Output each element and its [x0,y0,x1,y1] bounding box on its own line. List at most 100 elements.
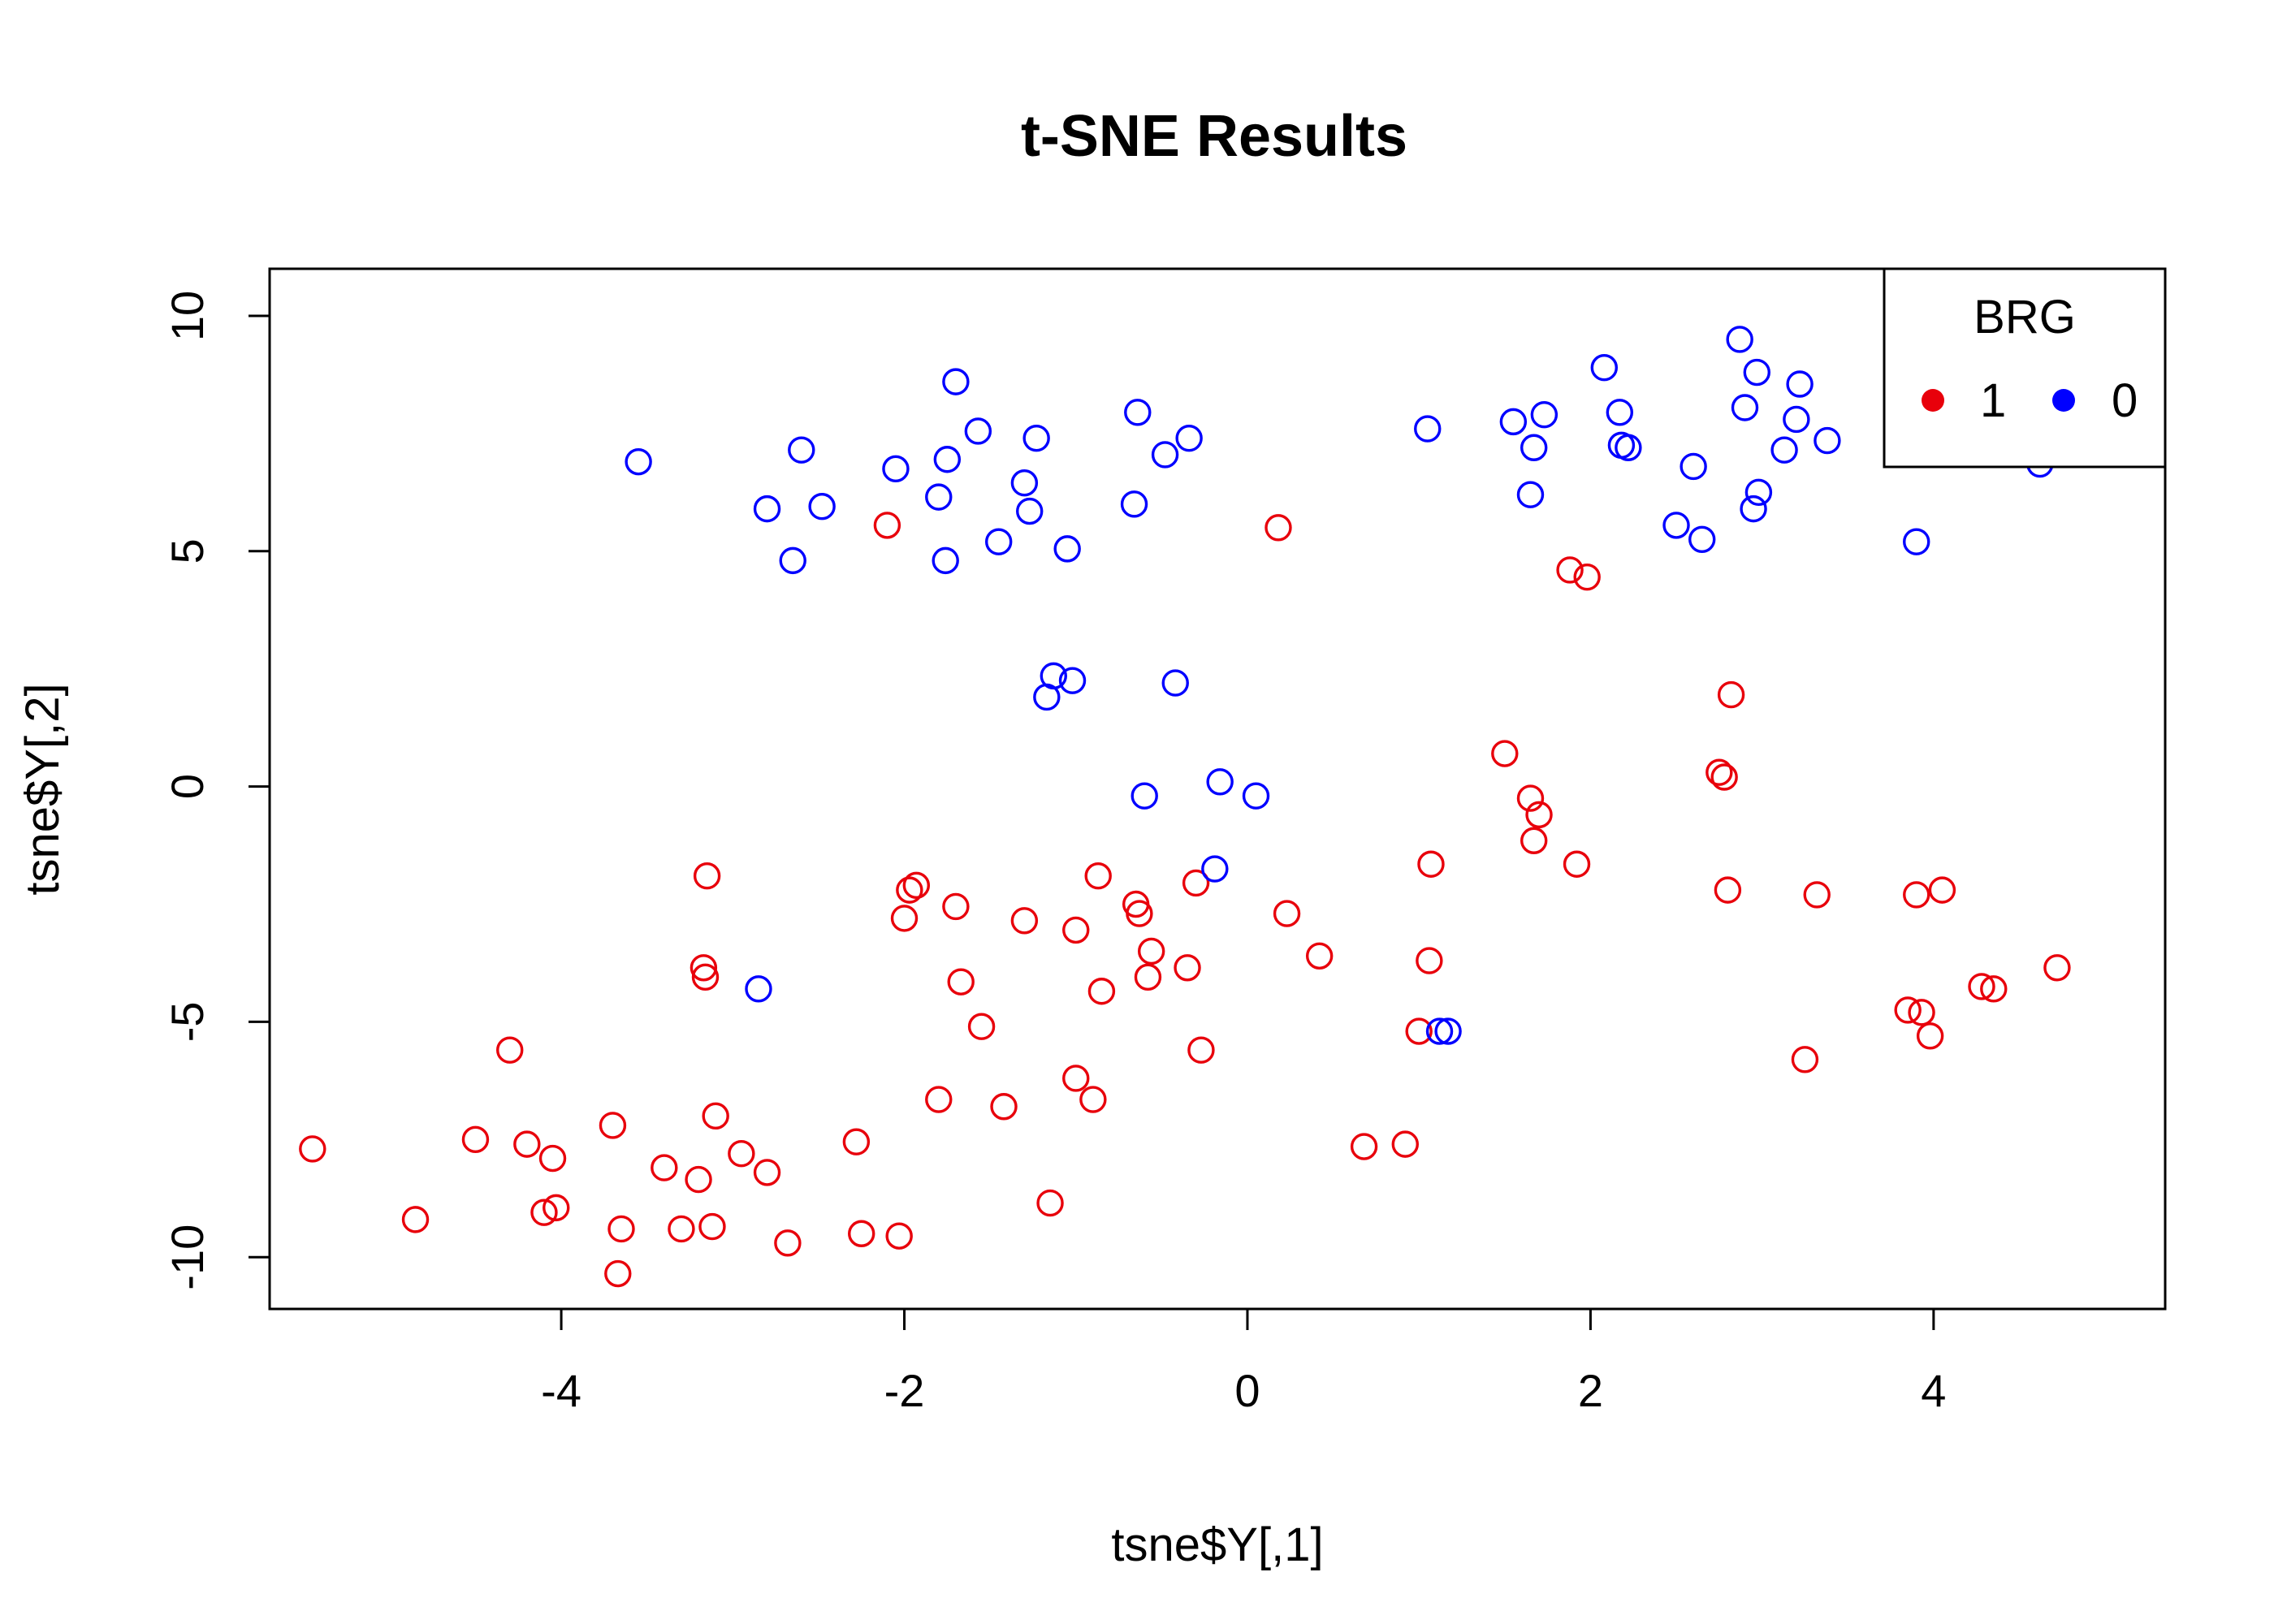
data-point-brg-1 [1516,784,1545,812]
data-point-brg-0 [1726,326,1753,353]
y-tick-label: 0 [162,774,213,799]
data-point-brg-0 [1740,495,1767,523]
data-point-brg-1 [902,871,931,900]
data-point-brg-0 [1161,669,1189,697]
x-tick-label: 4 [1921,1365,1946,1416]
data-point-brg-1 [942,892,970,921]
data-point-brg-1 [461,1125,490,1154]
data-point-brg-1 [1710,763,1738,791]
data-point-brg-1 [513,1130,541,1158]
data-point-brg-1 [607,1215,635,1243]
data-point-brg-1 [774,1229,802,1257]
data-point-brg-1 [1350,1133,1378,1160]
data-point-brg-1 [1405,1017,1433,1045]
data-point-brg-1 [842,1128,871,1155]
data-point-brg-1 [1305,942,1334,970]
data-point-brg-0 [933,446,962,473]
data-point-brg-1 [967,1013,996,1040]
data-point-brg-1 [1803,881,1831,909]
data-point-brg-1 [538,1144,567,1173]
x-axis: -4 -2 0 2 4 [541,1307,1946,1416]
data-point-brg-1 [698,1212,726,1241]
y-axis-label: tsne$Y[,2] [16,683,69,895]
data-point-brg-1 [896,876,923,904]
data-point-brg-1 [1980,975,2008,1003]
chart-title: t-SNE Results [1021,104,1407,169]
data-point-brg-1 [947,968,975,996]
legend: BRG 1 0 [1883,267,2167,469]
data-point-brg-1 [1416,947,1443,974]
data-point-brg-1 [1714,876,1742,904]
data-point-brg-1 [299,1135,326,1163]
data-point-brg-0 [1516,481,1545,508]
x-tick-label: 2 [1578,1365,1603,1416]
data-point-brg-0 [1201,855,1229,883]
x-axis-label: tsne$Y[,1] [1111,1518,1323,1571]
data-point-brg-0 [1814,426,1841,455]
data-point-brg-1 [1126,900,1153,927]
data-point-brg-1 [1525,801,1553,829]
data-point-brg-0 [1124,399,1152,426]
data-point-brg-1 [1062,1065,1090,1092]
data-point-brg-0 [1175,424,1203,452]
data-point-brg-1 [685,1165,712,1194]
data-point-brg-1 [925,1086,953,1113]
data-point-brg-1 [1062,916,1090,944]
y-tick-label: 5 [162,538,213,564]
data-point-brg-0 [1783,405,1810,434]
data-point-brg-0 [925,483,953,511]
data-point-brg-0 [1590,354,1619,382]
data-point-brg-0 [984,528,1013,555]
data-point-brg-1 [693,862,721,890]
data-point-brg-1 [990,1093,1018,1121]
data-point-brg-1 [1520,827,1548,854]
data-point-brg-1 [1084,862,1112,890]
data-point-brg-1 [1087,978,1116,1005]
data-point-brg-0 [1016,497,1044,525]
data-point-brg-1 [753,1159,781,1186]
data-point-brg-1 [530,1199,558,1226]
data-point-brg-0 [1786,370,1814,398]
data-point-brg-0 [1425,1017,1454,1045]
data-point-brg-0 [882,455,910,483]
data-point-brg-1 [690,954,718,982]
data-point-brg-0 [1688,525,1716,553]
data-point-brg-1 [885,1222,913,1250]
data-point-brg-1 [1265,514,1292,542]
data-point-brg-1 [702,1102,729,1130]
data-point-brg-0 [1022,424,1050,452]
data-point-brg-1 [1491,740,1519,767]
legend-label-0: 0 [2112,374,2138,427]
x-tick-label: 0 [1234,1365,1260,1416]
data-point-brg-0 [1058,667,1087,694]
data-point-brg-1 [1791,1046,1819,1073]
data-point-brg-0 [1053,535,1081,563]
data-point-brg-1 [1894,996,1922,1024]
data-point-brg-1 [2043,954,2071,982]
data-point-brg-0 [625,447,652,476]
data-point-brg-1 [1903,881,1930,909]
data-point-brg-1 [1137,937,1165,965]
data-point-brg-1 [1968,973,1995,1000]
data-point-brg-0 [932,546,959,575]
data-point-brg-1 [599,1112,627,1139]
data-point-brg-1 [496,1036,524,1064]
y-tick-label: -5 [162,1002,213,1043]
data-point-brg-0 [1731,394,1759,421]
data-point-brg-1 [848,1220,875,1247]
data-point-brg-1 [1563,850,1591,878]
data-point-brg-1 [1417,850,1445,878]
data-point-brg-1 [1908,999,1935,1026]
data-point-brg-1 [401,1206,430,1233]
data-point-brg-0 [808,493,836,520]
data-point-brg-1 [691,963,720,991]
data-point-brg-0 [1242,782,1270,810]
points-layer [299,326,2071,1288]
data-point-brg-0 [1530,400,1559,429]
data-point-brg-0 [788,436,815,464]
data-point-brg-0 [1744,478,1773,507]
data-point-brg-1 [1706,758,1733,786]
data-point-brg-0 [1615,434,1642,461]
data-point-brg-0 [1040,662,1067,690]
data-point-brg-1 [604,1259,632,1288]
